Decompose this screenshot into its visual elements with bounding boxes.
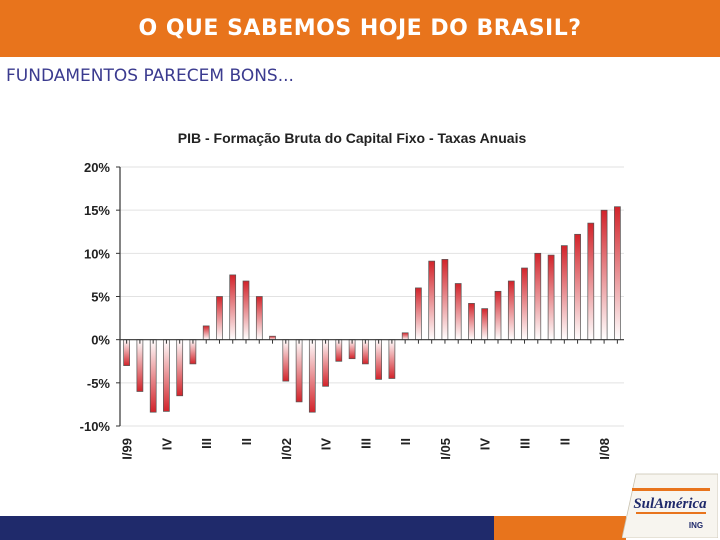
bar [560, 245, 568, 341]
bar [295, 339, 303, 403]
bar [401, 332, 409, 341]
page-title: O QUE SABEMOS HOJE DO BRASIL? [138, 16, 582, 41]
bar [255, 296, 263, 341]
sulamerica-logo: SulAmérica ING [622, 473, 718, 538]
footer-bar-orange [494, 516, 626, 540]
y-tick-label: -10% [80, 419, 111, 434]
y-tick-label: 20% [84, 160, 110, 175]
bar [242, 280, 250, 341]
bar [534, 252, 542, 340]
bar [521, 267, 528, 341]
y-tick-labels: -10% -5% 0% 5% 10% 15% 20% [80, 160, 111, 434]
title-bar [0, 0, 720, 57]
y-tick-label: 5% [91, 290, 110, 305]
x-tick-label: IV [478, 438, 493, 451]
bar [202, 325, 210, 341]
bar [494, 290, 502, 340]
x-tick-label: II [239, 438, 254, 445]
bar [176, 339, 184, 397]
bar [136, 339, 144, 392]
bar [587, 222, 595, 341]
bar [441, 259, 449, 341]
bar [614, 206, 621, 341]
bar [468, 303, 475, 341]
x-tick-label: I/02 [279, 438, 294, 460]
x-tick-label: IV [159, 438, 174, 451]
footer-bar-navy [0, 516, 494, 540]
bar [282, 339, 290, 382]
x-tick-label: I/05 [438, 438, 453, 460]
bar [163, 339, 170, 412]
bar [149, 339, 157, 413]
bar [574, 233, 581, 340]
axes [119, 167, 624, 426]
x-tick-label: IV [319, 438, 334, 451]
chart-title: PIB - Formação Bruta do Capital Fixo - T… [178, 130, 527, 146]
bar [322, 339, 329, 387]
logo-brand: SulAmérica [633, 496, 707, 512]
x-tick-label: II [557, 438, 572, 445]
chart: PIB - Formação Bruta do Capital Fixo - T… [80, 130, 624, 460]
x-tick-label: III [199, 438, 214, 449]
x-tick-label: II [398, 438, 413, 445]
bar [308, 339, 316, 413]
logo-partner: ING [689, 521, 703, 530]
x-tick-labels: I/99 IV III II I/02 IV III II I/05 IV III II I/08 [120, 438, 612, 460]
bar [454, 283, 462, 340]
bar [547, 254, 555, 341]
x-tick-label: III [518, 438, 533, 449]
bar [415, 287, 422, 341]
x-tick-label: I/99 [120, 438, 135, 460]
y-tick-label: 10% [84, 246, 110, 261]
bar [600, 209, 608, 341]
bars [123, 206, 621, 413]
bar [216, 296, 223, 341]
y-tick-label: 15% [84, 203, 110, 218]
y-tick-label: -5% [87, 376, 111, 391]
subtitle: FUNDAMENTOS PARECEM BONS... [6, 66, 294, 86]
x-tick-label: I/08 [597, 438, 612, 460]
bar [375, 339, 382, 380]
bar [229, 274, 237, 341]
bar [428, 260, 436, 341]
x-tick-label: III [358, 438, 373, 449]
y-tick-label: 0% [91, 333, 110, 348]
bar [388, 339, 396, 379]
bar [481, 308, 489, 341]
bar [507, 280, 515, 341]
